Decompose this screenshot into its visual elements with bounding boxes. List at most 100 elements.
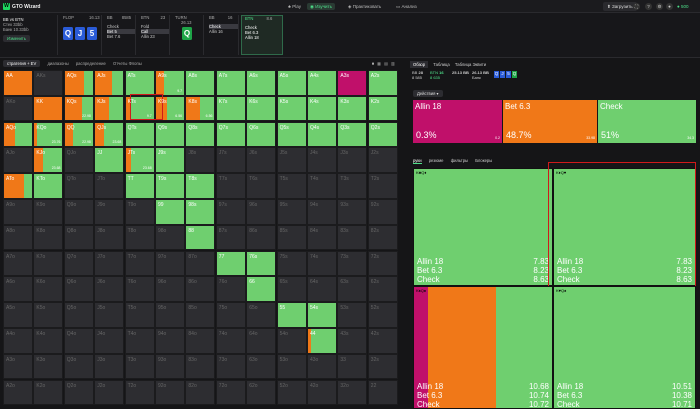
hand-cell[interactable]: K3o xyxy=(33,353,64,380)
hand-cell[interactable]: 53s xyxy=(337,302,368,328)
action-item[interactable]: Allin 23 xyxy=(141,34,155,39)
hand-cell[interactable]: A4o xyxy=(3,328,34,354)
hand-cell[interactable]: 82s xyxy=(367,224,398,251)
hand-cell[interactable]: K3s xyxy=(337,95,368,122)
action-item[interactable]: Check xyxy=(107,24,119,29)
hand-cell[interactable]: Q4s xyxy=(307,121,338,148)
combo-cell[interactable]: K♠Q♠ Allin 18 10.68 Bet 6.3 10.74 Check 10.… xyxy=(413,286,553,409)
hand-cell[interactable]: ATs xyxy=(124,70,155,96)
combo-cell[interactable]: K♥Q♠ Allin 18 10.51 Bet 6.3 10.38 Check 10.… xyxy=(553,286,696,409)
hand-cell[interactable]: A6o xyxy=(3,276,34,302)
hand-cell[interactable]: K2s xyxy=(367,95,398,122)
hand-cell[interactable]: K8s 6.56 xyxy=(185,95,216,122)
bb-turn-column[interactable]: BB 16 Check Allin 16 xyxy=(206,15,239,55)
bb-column[interactable]: BB 8585 Check Bet 5 Bet 7.6 xyxy=(104,15,136,55)
hand-cell[interactable]: A7s xyxy=(215,70,246,96)
hand-cell[interactable]: 84s xyxy=(307,224,338,251)
hand-cell[interactable]: 52o xyxy=(276,379,307,406)
hand-cell[interactable]: 95s xyxy=(276,199,307,225)
hand-cell[interactable]: 42s xyxy=(367,328,398,354)
hand-cell[interactable]: A9s 9.7 xyxy=(155,70,186,96)
hand-cell[interactable]: KJo 23.68 xyxy=(33,147,64,173)
hand-cell[interactable]: JJ xyxy=(94,147,125,173)
action-item[interactable]: Allin 16 xyxy=(209,29,223,34)
hand-cell[interactable]: KQo 23.76 xyxy=(33,121,64,148)
hand-cell[interactable]: T3s xyxy=(337,173,368,199)
hand-cell[interactable]: 93s xyxy=(337,199,368,225)
hand-cell[interactable]: 55 xyxy=(276,302,307,328)
hand-cell[interactable]: Q2s xyxy=(367,121,398,148)
tab-blockers[interactable]: Блокеры xyxy=(475,158,493,163)
tab-filters[interactable]: фильтры xyxy=(450,158,469,163)
hand-cell[interactable]: A5s xyxy=(276,70,307,96)
hand-cell[interactable]: K6o xyxy=(33,276,64,302)
hand-cell[interactable]: T2s xyxy=(367,173,398,199)
hand-cell[interactable]: T8o xyxy=(124,224,155,251)
hand-cell[interactable]: TT xyxy=(124,173,155,199)
hand-cell[interactable]: 83s xyxy=(337,224,368,251)
hand-cell[interactable]: 33 xyxy=(337,353,368,380)
hand-cell[interactable]: 98s xyxy=(185,199,216,225)
strategy-allin[interactable]: Allin 18 0.3% 0.2 xyxy=(413,100,502,143)
hand-cell[interactable]: J4o xyxy=(94,328,125,354)
action-item[interactable]: Bet 5 xyxy=(107,29,135,34)
tab-hands[interactable]: руки xyxy=(413,158,422,164)
hand-cell[interactable]: J6o xyxy=(94,276,125,302)
hand-cell[interactable]: 85s xyxy=(276,224,307,251)
hand-cell[interactable]: K9o xyxy=(33,199,64,225)
hand-cell[interactable]: AA xyxy=(3,70,34,96)
hand-cell[interactable]: QTo xyxy=(63,173,94,199)
hand-cell[interactable]: AKs xyxy=(33,70,64,96)
hand-cell[interactable]: A5o xyxy=(3,302,34,328)
hand-cell[interactable]: QQ 22.98 xyxy=(63,121,94,148)
hand-cell[interactable]: 74o xyxy=(215,328,246,354)
tab-table[interactable]: Таблица xyxy=(433,62,450,67)
hand-cell[interactable]: J9o xyxy=(94,199,125,225)
hand-cell[interactable]: 65o xyxy=(246,302,277,328)
hand-cell[interactable]: A2s xyxy=(367,70,398,96)
hand-cell[interactable]: KJs xyxy=(94,95,125,122)
hand-cell[interactable]: JTs 23.68 xyxy=(124,147,155,173)
nav-analysis[interactable]: ▭ Анализ xyxy=(396,4,417,9)
hand-cell[interactable]: K6s xyxy=(246,95,277,122)
reports-tab[interactable]: Отчеты Флопы xyxy=(112,61,142,66)
settings-icon[interactable]: ⚙ xyxy=(656,3,663,10)
hand-cell[interactable]: Q4o xyxy=(63,328,94,354)
hand-cell[interactable]: T4o xyxy=(124,328,155,354)
hand-cell[interactable]: 83o xyxy=(185,353,216,380)
action-item[interactable]: Call xyxy=(141,29,169,34)
hand-cell[interactable]: 86s xyxy=(246,224,277,251)
combo-cell[interactable]: K♦Q♥ Allin 18 7.83 Bet 6.3 8.23 Check 8.63 xyxy=(553,168,696,286)
hand-cell[interactable]: 42o xyxy=(307,379,338,406)
hand-cell[interactable]: 75s xyxy=(276,250,307,277)
hand-cell[interactable]: K7o xyxy=(33,250,64,277)
btn-turn-column[interactable]: BTN 8.6 Check Bet 6.3 Allin 18 xyxy=(241,15,283,55)
tab-summary[interactable]: резюме xyxy=(428,158,444,163)
hand-cell[interactable]: K4o xyxy=(33,328,64,354)
hand-cell[interactable]: Q8o xyxy=(63,224,94,251)
hand-cell[interactable]: A7o xyxy=(3,250,34,277)
hand-cell[interactable]: 82o xyxy=(185,379,216,406)
action-item[interactable]: Fold xyxy=(141,24,150,29)
hand-cell[interactable]: AJs xyxy=(94,70,125,96)
hand-cell[interactable]: J6s xyxy=(246,147,277,173)
hand-cell[interactable]: 73s xyxy=(337,250,368,277)
hand-cell[interactable]: 96o xyxy=(155,276,186,302)
hand-cell[interactable]: QTs xyxy=(124,121,155,148)
hand-cell[interactable]: Q2o xyxy=(63,379,94,406)
hand-cell[interactable]: 53o xyxy=(276,353,307,380)
hand-cell[interactable]: JTo xyxy=(94,173,125,199)
action-item[interactable]: Bet 7.6 xyxy=(107,34,121,39)
hand-cell[interactable]: A4s xyxy=(307,70,338,96)
hand-cell[interactable]: A3s xyxy=(337,70,368,96)
hand-cell[interactable]: T9o xyxy=(124,199,155,225)
hand-cell[interactable]: 94o xyxy=(155,328,186,354)
hand-cell[interactable]: QJs 23.68 xyxy=(94,121,125,148)
hand-cell[interactable]: 75o xyxy=(215,302,246,328)
upload-button[interactable]: ⬆ Загрузить xyxy=(603,2,637,11)
hand-cell[interactable]: 93o xyxy=(155,353,186,380)
hand-cell[interactable]: Q5s xyxy=(276,121,307,148)
tab-equity[interactable]: Таблица Эквити xyxy=(454,62,487,67)
hand-cell[interactable]: 66 xyxy=(246,276,277,302)
action-item[interactable]: Bet 6.3 xyxy=(245,30,259,35)
